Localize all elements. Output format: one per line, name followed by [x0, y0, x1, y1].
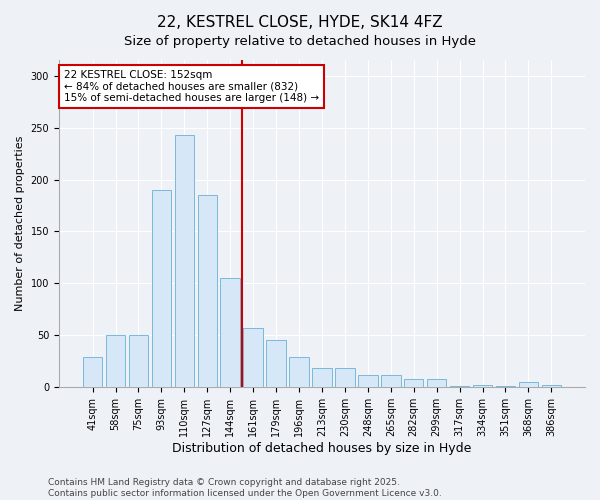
Bar	[450, 386, 469, 388]
Bar	[335, 368, 355, 388]
Bar	[175, 135, 194, 388]
Bar	[289, 357, 309, 388]
Bar	[106, 336, 125, 388]
Bar	[128, 336, 148, 388]
Bar	[518, 382, 538, 388]
Text: 22 KESTREL CLOSE: 152sqm
← 84% of detached houses are smaller (832)
15% of semi-: 22 KESTREL CLOSE: 152sqm ← 84% of detach…	[64, 70, 319, 103]
Bar	[83, 357, 103, 388]
Text: 22, KESTREL CLOSE, HYDE, SK14 4FZ: 22, KESTREL CLOSE, HYDE, SK14 4FZ	[157, 15, 443, 30]
Bar	[404, 379, 424, 388]
Bar	[312, 368, 332, 388]
Bar	[244, 328, 263, 388]
Y-axis label: Number of detached properties: Number of detached properties	[15, 136, 25, 312]
Bar	[197, 195, 217, 388]
Bar	[152, 190, 171, 388]
Bar	[266, 340, 286, 388]
Text: Size of property relative to detached houses in Hyde: Size of property relative to detached ho…	[124, 35, 476, 48]
Bar	[220, 278, 240, 388]
Bar	[496, 386, 515, 388]
Bar	[542, 386, 561, 388]
Bar	[358, 375, 377, 388]
Bar	[381, 375, 401, 388]
X-axis label: Distribution of detached houses by size in Hyde: Distribution of detached houses by size …	[172, 442, 472, 455]
Text: Contains HM Land Registry data © Crown copyright and database right 2025.
Contai: Contains HM Land Registry data © Crown c…	[48, 478, 442, 498]
Bar	[427, 379, 446, 388]
Bar	[473, 386, 492, 388]
